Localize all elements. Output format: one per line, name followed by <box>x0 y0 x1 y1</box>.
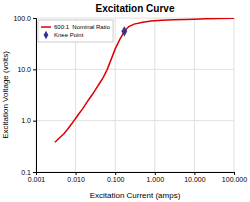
tick-mark <box>33 172 36 173</box>
grid-line <box>36 69 234 70</box>
tick-label: 0.010 <box>67 176 85 183</box>
grid-line <box>36 120 234 121</box>
x-axis: 0.001 0.010 0.100 1.000 10.000 100.000 <box>28 172 248 183</box>
tick-mark <box>115 172 116 175</box>
tick: 10.000 <box>184 172 206 183</box>
legend-handle <box>44 31 49 39</box>
tick-label: 100.000 <box>222 176 247 183</box>
legend: 600:1 Nominal Ratio Knee Point <box>38 20 113 42</box>
data-marks <box>55 18 234 142</box>
legend-handle <box>41 26 51 28</box>
x-label: Excitation Current (amps) <box>90 191 181 200</box>
tick-label: 10.000 <box>184 176 206 183</box>
tick: 100.000 <box>222 172 247 183</box>
axis-line <box>37 173 235 176</box>
tick: 0.1 <box>21 169 36 176</box>
title: Excitation Curve <box>96 3 175 14</box>
tick-mark <box>33 69 36 70</box>
curve <box>55 18 234 142</box>
grid-line <box>194 18 195 172</box>
tick: 0.100 <box>107 172 125 183</box>
tick: 100.0 <box>13 15 36 22</box>
axis-line <box>33 19 37 173</box>
y-label: Excitation Voltage (volts) <box>1 51 10 139</box>
point <box>121 26 127 36</box>
tick-label: 0.1 <box>21 169 31 176</box>
tick: 0.010 <box>67 172 85 183</box>
tick-label: 0.001 <box>28 176 46 183</box>
grid-line <box>115 18 116 172</box>
tick-label: 100.0 <box>13 15 31 22</box>
grid-line <box>154 18 155 172</box>
tick-mark <box>33 121 36 122</box>
legend-box <box>38 20 113 42</box>
tick-label: 1.000 <box>147 176 165 183</box>
tick-label: 0.100 <box>107 176 125 183</box>
legend-label: 600:1 Nominal Ratio <box>54 24 111 30</box>
tick-mark <box>194 172 195 175</box>
chart: 0.001 0.010 0.100 1.000 10.000 100.000 0.1 1.0 1… <box>0 0 250 202</box>
grid <box>36 18 234 172</box>
tick-label: 1.0 <box>21 117 31 124</box>
tick-mark <box>234 172 235 175</box>
tick-mark <box>155 172 156 175</box>
grid-line <box>234 18 235 172</box>
plot: 0.001 0.010 0.100 1.000 10.000 100.000 0.1 1.0 1… <box>13 15 247 183</box>
tick: 10.0 <box>17 66 36 73</box>
tick-label: 10.0 <box>17 66 31 73</box>
tick: 1.0 <box>21 117 36 124</box>
y-axis: 0.1 1.0 10.0 100.0 <box>13 15 36 176</box>
legend-label: Knee Point <box>54 32 84 38</box>
tick-mark <box>33 18 36 19</box>
tick: 1.000 <box>147 172 165 183</box>
tick-mark <box>76 172 77 175</box>
